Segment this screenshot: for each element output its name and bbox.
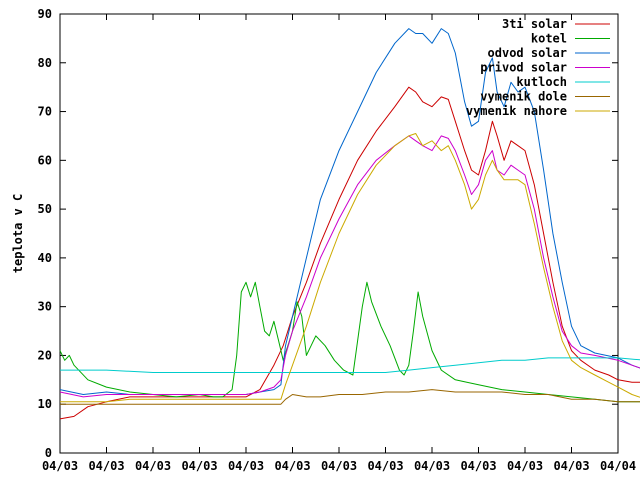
x-tick-label: 04/03 [135, 459, 171, 473]
y-tick-label: 70 [38, 105, 52, 119]
y-tick-label: 0 [45, 446, 52, 460]
series-line-kotel [59, 281, 640, 403]
y-tick-label: 50 [38, 202, 52, 216]
y-tick-label: 80 [38, 56, 52, 70]
y-axis-label: teplota v C [11, 194, 25, 273]
x-tick-label: 04/03 [181, 459, 217, 473]
y-tick-label: 90 [38, 7, 52, 21]
legend-label: odvod solar [488, 46, 567, 60]
legend-label: 3ti solar [502, 17, 567, 31]
x-tick-label: 04/03 [460, 459, 496, 473]
x-tick-label: 04/03 [42, 459, 78, 473]
x-tick-label: 04/03 [88, 459, 124, 473]
x-tick-label: 04/03 [414, 459, 450, 473]
legend-label: vymenik dole [480, 90, 567, 104]
x-tick-label: 04/03 [274, 459, 310, 473]
legend-label: privod solar [480, 61, 567, 75]
legend-label: kotel [531, 32, 567, 46]
x-tick-label: 04/03 [228, 459, 264, 473]
y-tick-label: 60 [38, 153, 52, 167]
series-line-vymenik-nahore [60, 133, 640, 403]
x-tick-label: 04/03 [507, 459, 543, 473]
y-tick-label: 10 [38, 397, 52, 411]
x-tick-label: 04/04 [600, 459, 636, 473]
legend-label: kutloch [516, 75, 567, 89]
x-tick-label: 04/03 [553, 459, 589, 473]
series-line-privod-solar [59, 135, 640, 398]
y-tick-label: 20 [38, 348, 52, 362]
series-line-kutloch [60, 357, 640, 373]
series-line-vymenik-dole [60, 389, 640, 405]
legend-label: vymenik nahore [466, 104, 567, 118]
x-tick-label: 04/03 [367, 459, 403, 473]
x-tick-label: 04/03 [321, 459, 357, 473]
y-tick-label: 30 [38, 300, 52, 314]
series-group [59, 28, 640, 420]
axes: 0 10 20 30 40 50 60 70 80 90 04/03 04/03 04/03 04/03 0… [38, 7, 637, 473]
y-tick-label: 40 [38, 251, 52, 265]
